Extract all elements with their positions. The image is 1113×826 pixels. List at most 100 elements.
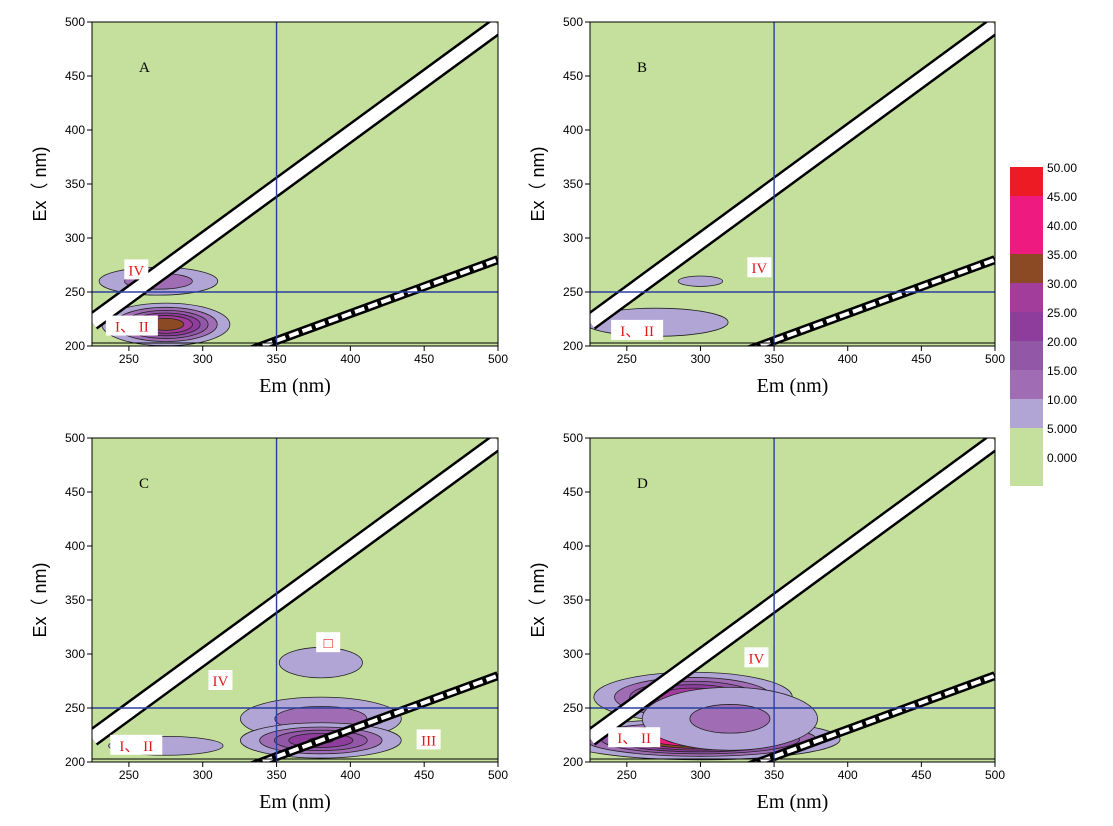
y-tick-label: 500 — [65, 15, 85, 29]
y-axis-label-b: Ex（ nm) — [528, 146, 548, 221]
region-label: IV — [749, 651, 765, 667]
panel-a: 250 300 350 400 450 500200250300350400450500 … — [30, 15, 508, 397]
colorbar-label: 30.00 — [1047, 277, 1077, 291]
x-axis-label-c: Em (nm) — [259, 791, 331, 813]
region-label: IV — [128, 263, 144, 279]
y-tick-label: 300 — [65, 647, 85, 661]
region-label-bg — [110, 734, 163, 755]
colorbar-segment — [1010, 196, 1043, 225]
colorbar-label: 15.00 — [1047, 364, 1077, 378]
first-order-band-inner — [92, 438, 498, 744]
y-tick-label: 400 — [563, 123, 583, 137]
y-tick-label: 350 — [65, 593, 85, 607]
region-label-bg — [608, 727, 661, 748]
y-tick-label: 450 — [563, 69, 583, 83]
y-tick-label: 400 — [65, 123, 85, 137]
colorbar-segment — [1010, 254, 1043, 283]
region-label-bg — [316, 632, 341, 653]
colorbar-segment — [1010, 283, 1043, 312]
second-order-band-inner — [255, 257, 498, 346]
x-tick-label: 500 — [488, 768, 508, 782]
colorbar-label: 35.00 — [1047, 248, 1077, 262]
region-label-bg — [611, 319, 664, 340]
y-tick-label: 450 — [65, 69, 85, 83]
panel-d: 250 300 350 400 450 500200250300350400450500 … — [528, 431, 1005, 813]
colorbar-segment — [1010, 341, 1043, 370]
y-axis-label-c: Ex（ nm) — [30, 562, 50, 637]
x-tick-label: 350 — [267, 352, 287, 366]
region-label: □ — [324, 636, 333, 652]
panel-label-c: C — [139, 476, 149, 492]
colorbar-segment — [1010, 428, 1043, 457]
x-tick-label: 450 — [911, 352, 931, 366]
y-tick-label: 350 — [65, 177, 85, 191]
region-label: I、 II — [115, 320, 149, 336]
y-tick-label: 250 — [65, 285, 85, 299]
x-tick-label: 450 — [414, 352, 434, 366]
y-tick-label: 500 — [563, 431, 583, 445]
y-tick-label: 500 — [65, 431, 85, 445]
second-order-band-inner — [753, 673, 995, 762]
x-tick-label: 500 — [488, 352, 508, 366]
x-axis-label-b: Em (nm) — [757, 375, 829, 397]
colorbar-segment — [1010, 457, 1043, 486]
y-axis-label-a: Ex（ nm) — [30, 146, 50, 221]
x-tick-label: 350 — [267, 768, 287, 782]
colorbar-segment — [1010, 312, 1043, 341]
colorbar-segment — [1010, 225, 1043, 254]
y-tick-label: 400 — [563, 539, 583, 553]
y-tick-label: 200 — [563, 339, 583, 353]
region-labels-b: IV I、 II — [611, 257, 772, 340]
second-order-band-inner — [255, 673, 498, 762]
panel-b: 250 300 350 400 450 500200250300350400450500 … — [528, 15, 1005, 397]
x-tick-label: 300 — [193, 352, 213, 366]
scatter-bands-a — [92, 22, 498, 346]
y-tick-label: 450 — [65, 485, 85, 499]
x-tick-label: 400 — [838, 768, 858, 782]
region-label: I、 II — [620, 324, 654, 340]
y-tick-label: 300 — [563, 231, 583, 245]
region-label: I、 II — [119, 739, 153, 755]
panel-label-b: B — [637, 60, 647, 76]
region-label: III — [421, 733, 436, 749]
x-tick-label: 350 — [764, 352, 784, 366]
axis-ticks-a: 250 300 350 400 450 500 200 250 300 350 400 450 500 — [65, 15, 508, 366]
colorbar-label: 10.00 — [1047, 393, 1077, 407]
region-labels-a: IV I、 II — [105, 259, 158, 336]
region-labels-d: IV I、 II — [608, 647, 769, 748]
y-tick-label: 300 — [65, 231, 85, 245]
y-tick-label: 200 — [65, 755, 85, 769]
x-tick-label: 400 — [340, 768, 360, 782]
second-order-band-inner — [753, 257, 995, 346]
x-tick-label: 450 — [414, 768, 434, 782]
x-axis-label-d: Em (nm) — [757, 791, 829, 813]
plot-frame-c — [91, 437, 499, 763]
colorbar-label: 0.000 — [1047, 451, 1077, 465]
x-tick-label: 450 — [911, 768, 931, 782]
x-tick-label: 500 — [985, 352, 1005, 366]
region-label-bg — [208, 670, 233, 690]
y-tick-label: 250 — [563, 701, 583, 715]
y-tick-label: 450 — [563, 485, 583, 499]
colorbar-label: 45.00 — [1047, 190, 1077, 204]
x-tick-label: 250 — [617, 352, 637, 366]
x-tick-label: 400 — [838, 352, 858, 366]
y-tick-label: 300 — [563, 647, 583, 661]
scatter-bands-b — [590, 22, 995, 346]
first-order-band-inner — [590, 438, 995, 744]
colorbar-label: 25.00 — [1047, 306, 1077, 320]
region-label-bg — [105, 315, 158, 336]
axis-ticks-c: 250 300 350 400 450 500 200 250 300 350 400 450 500 — [65, 431, 508, 782]
colorbar-segment — [1010, 370, 1043, 399]
panel-label-a: A — [139, 60, 150, 76]
region-label: IV — [751, 261, 767, 277]
colorbar-segment — [1010, 399, 1043, 428]
axis-ticks-b: 250 300 350 400 450 500 200 250 300 350 400 450 500 — [563, 15, 1005, 366]
axis-ticks-d: 250 300 350 400 450 500 200 250 300 350 400 450 500 — [563, 431, 1005, 782]
contour-level-10-peak-2 — [689, 704, 771, 734]
colorbar-label: 20.00 — [1047, 335, 1077, 349]
region-label-bg — [416, 729, 441, 750]
scatter-bands-c — [92, 438, 498, 762]
scatter-bands-d — [590, 438, 995, 762]
y-axis-label-d: Ex（ nm) — [528, 562, 548, 637]
